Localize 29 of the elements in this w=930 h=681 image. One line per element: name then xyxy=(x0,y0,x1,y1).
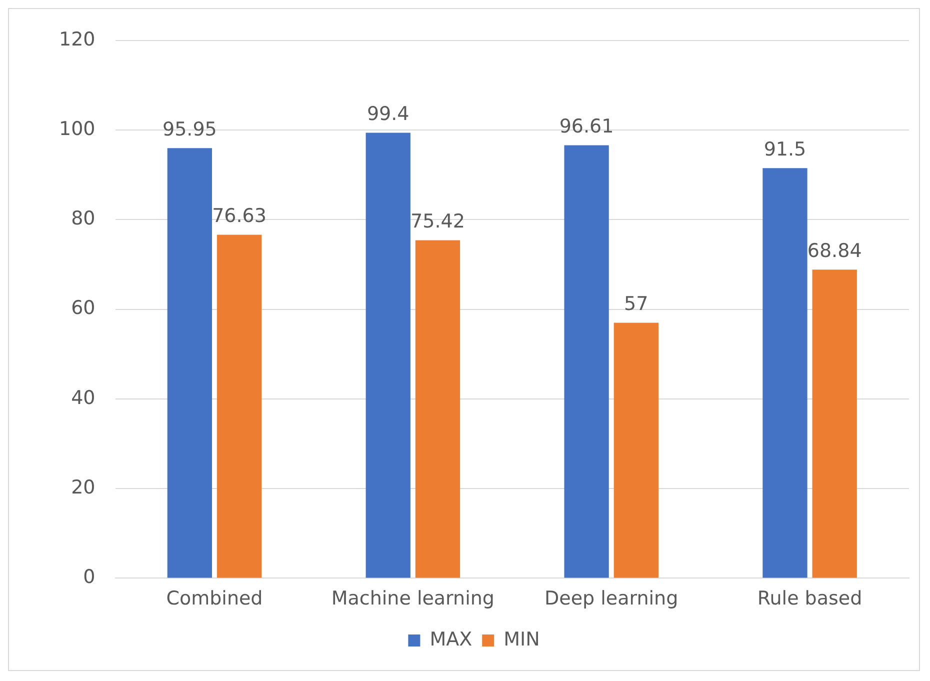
data-label: 99.4 xyxy=(366,103,410,126)
data-label: 76.63 xyxy=(212,205,266,228)
y-tick-label: 120 xyxy=(59,28,96,50)
data-label: 57 xyxy=(624,293,648,316)
x-tick-label: Combined xyxy=(166,588,263,610)
legend-label: MIN xyxy=(504,628,540,650)
x-tick-label: Machine learning xyxy=(331,588,494,610)
bar xyxy=(614,322,658,578)
y-tick-label: 40 xyxy=(71,386,96,409)
bar xyxy=(564,145,609,578)
bar xyxy=(216,234,262,578)
bar xyxy=(167,148,212,578)
y-tick-label: 0 xyxy=(83,566,96,588)
bar xyxy=(415,240,460,578)
bar xyxy=(812,270,857,578)
data-label: 75.42 xyxy=(410,210,465,233)
bar xyxy=(366,132,410,578)
data-label: 68.84 xyxy=(807,240,862,262)
x-tick-label: Deep learning xyxy=(544,588,678,610)
y-tick-label: 60 xyxy=(71,297,96,320)
y-tick-label: 100 xyxy=(59,118,96,140)
x-tick-label: Rule based xyxy=(757,588,862,610)
y-tick-label: 80 xyxy=(71,208,96,230)
y-tick-label: 20 xyxy=(71,476,96,499)
legend-label: MAX xyxy=(430,628,472,650)
data-label: 91.5 xyxy=(764,138,806,161)
bar xyxy=(762,168,808,578)
data-label: 96.61 xyxy=(559,116,614,138)
data-label: 95.95 xyxy=(162,118,217,141)
